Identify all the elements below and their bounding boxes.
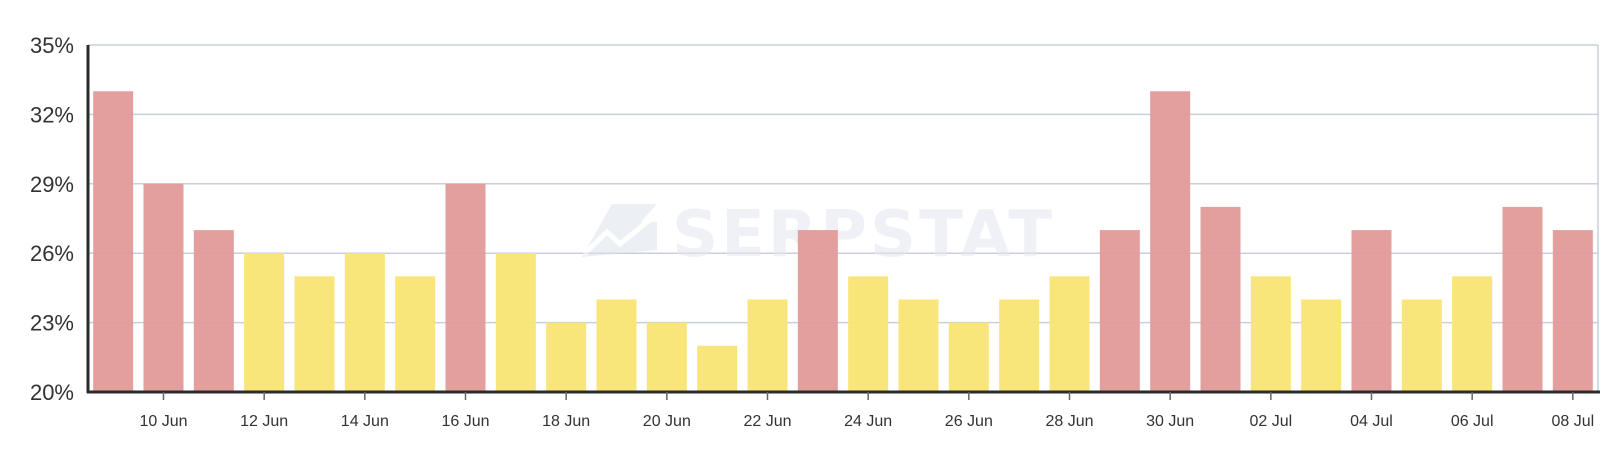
bar[interactable]	[1200, 206, 1241, 392]
y-tick-label: 23%	[30, 311, 74, 336]
bar[interactable]	[898, 299, 939, 392]
bar[interactable]	[1502, 206, 1543, 392]
bar[interactable]	[1150, 91, 1191, 393]
x-tick-label: 10 Jun	[139, 413, 187, 430]
x-tick-label: 22 Jun	[743, 413, 791, 430]
bar[interactable]	[445, 183, 486, 392]
x-tick-label: 16 Jun	[441, 413, 489, 430]
axes	[86, 45, 1600, 400]
bar[interactable]	[143, 183, 184, 392]
bar[interactable]	[344, 253, 385, 392]
x-tick-label: 06 Jul	[1451, 413, 1494, 430]
bar[interactable]	[646, 322, 687, 392]
bar[interactable]	[294, 276, 335, 392]
bar[interactable]	[1552, 230, 1593, 392]
bar[interactable]	[747, 299, 788, 392]
bar[interactable]	[244, 253, 285, 392]
bar[interactable]	[495, 253, 536, 392]
x-tick-label: 28 Jun	[1045, 413, 1093, 430]
y-tick-label: 29%	[30, 172, 74, 197]
bar[interactable]	[697, 345, 738, 392]
bar[interactable]	[1401, 299, 1442, 392]
y-tick-label: 20%	[30, 380, 74, 405]
watermark-text: SERPSTAT	[672, 198, 1055, 272]
bar[interactable]	[596, 299, 637, 392]
bar[interactable]	[1099, 230, 1140, 392]
bar[interactable]	[546, 322, 587, 392]
grid-lines	[88, 44, 1599, 392]
bar[interactable]	[999, 299, 1040, 392]
bar[interactable]	[797, 230, 838, 392]
x-tick-labels: 10 Jun 12 Jun 14 Jun 16 Jun 18 Jun 20 Jun 22 J…	[139, 413, 1594, 430]
bar[interactable]	[1452, 276, 1493, 392]
bar[interactable]	[948, 322, 989, 392]
x-tick-label: 26 Jun	[945, 413, 993, 430]
serpstat-logo-icon	[582, 204, 657, 257]
bar[interactable]	[1049, 276, 1090, 392]
x-tick-label: 30 Jun	[1146, 413, 1194, 430]
x-tick-label: 08 Jul	[1551, 413, 1594, 430]
bars	[93, 91, 1593, 393]
x-tick-label: 14 Jun	[341, 413, 389, 430]
bar[interactable]	[1250, 276, 1291, 392]
x-tick-label: 04 Jul	[1350, 413, 1393, 430]
bar[interactable]	[395, 276, 436, 392]
watermark: SERPSTAT	[582, 198, 1055, 272]
bar[interactable]	[1351, 230, 1392, 392]
y-tick-labels: 20% 23% 26% 29% 32% 35%	[30, 33, 74, 405]
bar[interactable]	[193, 230, 234, 392]
y-tick-label: 35%	[30, 33, 74, 58]
y-tick-label: 32%	[30, 102, 74, 127]
y-tick-label: 26%	[30, 241, 74, 266]
bar[interactable]	[848, 276, 889, 392]
x-tick-label: 12 Jun	[240, 413, 288, 430]
bar[interactable]	[1301, 299, 1342, 392]
bar[interactable]	[93, 91, 134, 393]
x-tick-label: 18 Jun	[542, 413, 590, 430]
x-tick-label: 20 Jun	[643, 413, 691, 430]
x-tick-label: 24 Jun	[844, 413, 892, 430]
x-tick-label: 02 Jul	[1249, 413, 1292, 430]
